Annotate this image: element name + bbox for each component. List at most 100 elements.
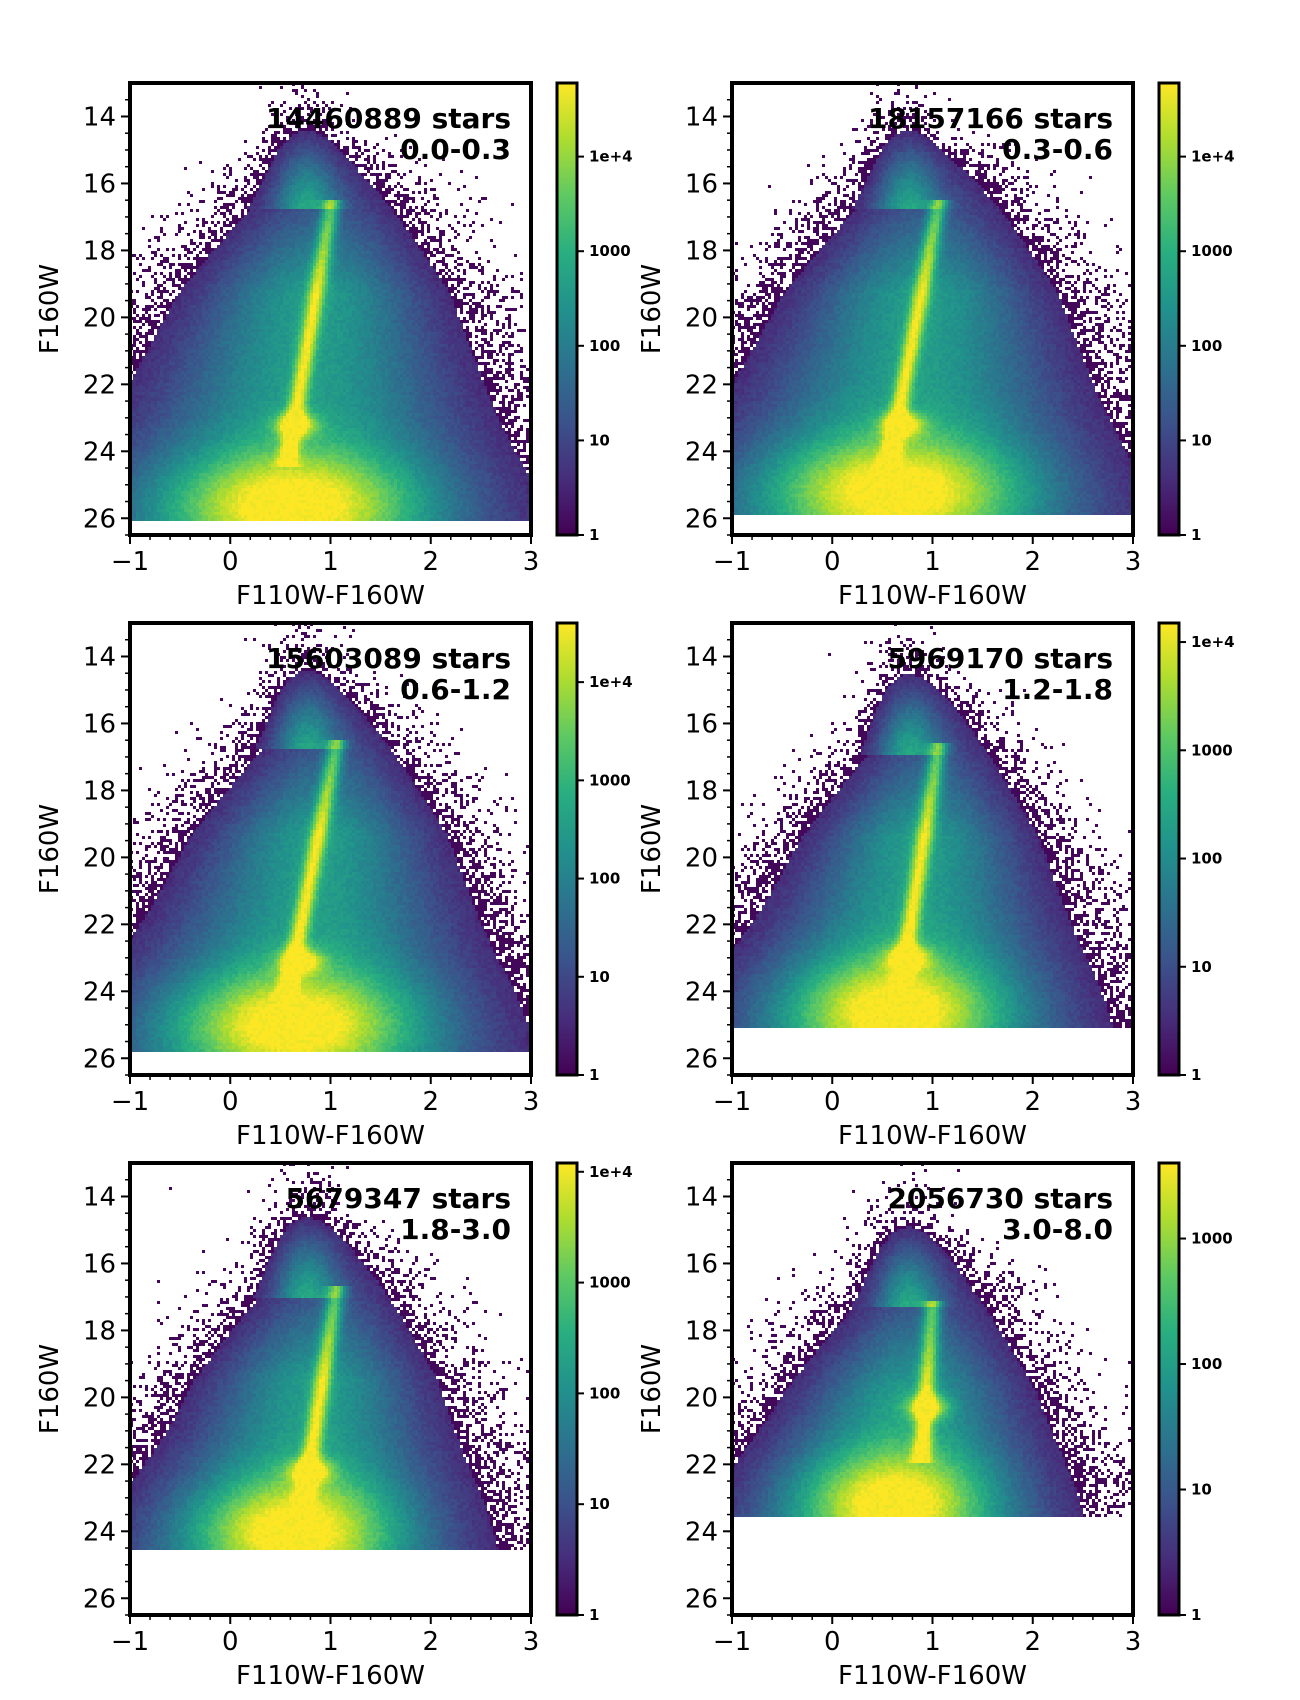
y-tick-label: 20 — [685, 843, 718, 873]
x-axis-label: F110W-F160W — [236, 581, 425, 611]
colorbar-gradient — [1159, 623, 1179, 1075]
cmd-panel-6: −1 0 1 2 314161820222426F110W-F160WF160W2056… — [637, 1163, 1233, 1691]
y-tick-label: 26 — [685, 1044, 718, 1074]
colorbar-tick-label: 1000 — [1191, 242, 1233, 260]
cmd-panel-3: −1 0 1 2 314161820222426F110W-F160WF160W1560… — [35, 623, 633, 1151]
x-tick-label: 0 — [824, 1627, 841, 1657]
colorbar-gradient — [557, 1163, 577, 1615]
x-tick-label: 2 — [1024, 547, 1041, 577]
x-tick-label: 0 — [824, 1087, 841, 1117]
colorbar-tick-label: 1e+4 — [589, 1163, 633, 1181]
bin-range-annotation: 0.6-1.2 — [400, 673, 511, 706]
y-tick-label: 22 — [83, 910, 116, 940]
y-tick-label: 26 — [685, 1584, 718, 1614]
x-axis-label: F110W-F160W — [236, 1661, 425, 1691]
y-tick-label: 18 — [685, 236, 718, 266]
y-tick-label: 22 — [83, 370, 116, 400]
x-tick-label: −1 — [111, 1087, 149, 1117]
y-tick-label: 24 — [83, 437, 116, 467]
y-tick-label: 14 — [685, 642, 718, 672]
colorbar-tick-label: 100 — [1191, 1355, 1222, 1373]
y-tick-label: 18 — [685, 776, 718, 806]
x-tick-label: 1 — [924, 1627, 941, 1657]
x-tick-label: 1 — [924, 547, 941, 577]
colorbar-gradient — [557, 83, 577, 535]
star-count-annotation: 14460889 stars — [266, 102, 511, 135]
cmd-panel-5: −1 0 1 2 314161820222426F110W-F160WF160W5679… — [35, 1163, 633, 1691]
x-tick-label: 2 — [422, 1627, 439, 1657]
colorbar-gradient — [557, 623, 577, 1075]
colorbar-tick-label: 1 — [589, 1606, 599, 1624]
y-tick-label: 24 — [685, 977, 718, 1007]
y-tick-label: 26 — [83, 504, 116, 534]
colorbar-tick-label: 1000 — [589, 242, 631, 260]
colorbar-tick-label: 1000 — [1191, 741, 1233, 759]
y-tick-label: 24 — [83, 1517, 116, 1547]
x-axis-label: F110W-F160W — [838, 1121, 1027, 1151]
colorbar-tick-label: 1000 — [589, 771, 631, 789]
y-tick-label: 26 — [83, 1044, 116, 1074]
y-tick-label: 20 — [83, 1383, 116, 1413]
y-tick-label: 16 — [685, 169, 718, 199]
colorbar-gradient — [1159, 1163, 1179, 1615]
x-tick-label: 0 — [222, 547, 239, 577]
y-tick-label: 18 — [83, 1316, 116, 1346]
y-tick-label: 26 — [685, 504, 718, 534]
colorbar-tick-label: 1 — [1191, 1066, 1201, 1084]
y-tick-label: 18 — [685, 1316, 718, 1346]
colorbar-tick-label: 1 — [589, 526, 599, 544]
x-tick-label: −1 — [111, 547, 149, 577]
x-axis-label: F110W-F160W — [838, 581, 1027, 611]
star-count-annotation: 2056730 stars — [887, 1182, 1113, 1215]
y-axis-label: F160W — [637, 804, 667, 894]
x-tick-label: 2 — [422, 547, 439, 577]
y-tick-label: 24 — [685, 437, 718, 467]
y-tick-label: 14 — [83, 642, 116, 672]
colorbar-tick-label: 1e+4 — [589, 148, 633, 166]
colorbar-tick-label: 1 — [1191, 1606, 1201, 1624]
colorbar-tick-label: 1 — [589, 1066, 599, 1084]
colorbar-tick-label: 10 — [1191, 1481, 1212, 1499]
colorbar-tick-label: 10 — [1191, 958, 1212, 976]
y-tick-label: 14 — [685, 102, 718, 132]
star-count-annotation: 18157166 stars — [868, 102, 1113, 135]
bin-range-annotation: 0.0-0.3 — [400, 133, 511, 166]
x-tick-label: −1 — [713, 547, 751, 577]
x-tick-label: 0 — [222, 1087, 239, 1117]
x-tick-label: 1 — [924, 1087, 941, 1117]
y-tick-label: 16 — [83, 1249, 116, 1279]
colorbar-tick-label: 1e+4 — [1191, 633, 1235, 651]
colorbar-tick-label: 1e+4 — [589, 673, 633, 691]
y-tick-label: 22 — [685, 910, 718, 940]
y-tick-label: 22 — [685, 370, 718, 400]
y-tick-label: 22 — [685, 1450, 718, 1480]
x-tick-label: 1 — [322, 1627, 339, 1657]
y-tick-label: 16 — [83, 709, 116, 739]
y-axis-label: F160W — [637, 264, 667, 354]
y-tick-label: 20 — [685, 303, 718, 333]
x-tick-label: −1 — [713, 1627, 751, 1657]
colorbar-tick-label: 1e+4 — [1191, 148, 1235, 166]
colorbar-tick-label: 100 — [1191, 850, 1222, 868]
y-tick-label: 14 — [685, 1182, 718, 1212]
x-tick-label: 3 — [523, 547, 540, 577]
x-tick-label: 3 — [1125, 1087, 1142, 1117]
bin-range-annotation: 0.3-0.6 — [1002, 133, 1113, 166]
x-axis-label: F110W-F160W — [838, 1661, 1027, 1691]
cmd-panel-1: −1 0 1 2 314161820222426F110W-F160WF160W1446… — [35, 83, 633, 611]
bin-range-annotation: 1.2-1.8 — [1002, 673, 1113, 706]
x-axis-label: F110W-F160W — [236, 1121, 425, 1151]
y-tick-label: 24 — [83, 977, 116, 1007]
y-tick-label: 18 — [83, 236, 116, 266]
x-tick-label: 3 — [523, 1087, 540, 1117]
cmd-panel-2: −1 0 1 2 314161820222426F110W-F160WF160W1815… — [637, 83, 1235, 611]
colorbar-tick-label: 10 — [589, 1495, 610, 1513]
x-tick-label: −1 — [713, 1087, 751, 1117]
star-count-annotation: 5679347 stars — [285, 1182, 511, 1215]
y-tick-label: 16 — [83, 169, 116, 199]
y-tick-label: 20 — [83, 843, 116, 873]
y-tick-label: 26 — [83, 1584, 116, 1614]
x-tick-label: 2 — [1024, 1087, 1041, 1117]
y-tick-label: 14 — [83, 102, 116, 132]
x-tick-label: 3 — [1125, 547, 1142, 577]
